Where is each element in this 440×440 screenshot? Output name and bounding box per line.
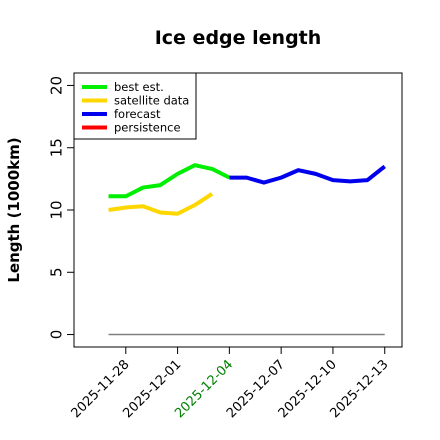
y-tick-label: 5: [47, 267, 65, 277]
plot-area: [108, 163, 386, 336]
legend-label-forecast: forecast: [114, 107, 161, 121]
legend-label-persistence: persistence: [114, 121, 181, 135]
legend: best est.satellite dataforecastpersisten…: [73, 72, 197, 140]
series-line-forecast: [229, 164, 386, 185]
y-tick-label: 10: [47, 200, 65, 219]
y-axis-label: Length (1000km): [5, 137, 23, 282]
series-line-satellite-data: [108, 192, 214, 216]
y-tick-label: 0: [47, 330, 65, 340]
legend-label-satellite-data: satellite data: [114, 94, 189, 108]
x-axis: 2025-11-282025-12-012025-12-042025-12-07…: [69, 347, 392, 421]
y-axis: 0 5 10 15 20: [47, 76, 74, 339]
y-tick-label: 15: [47, 138, 65, 157]
y-tick-label: 20: [47, 76, 65, 95]
chart-title: Ice edge length: [155, 27, 322, 49]
legend-label-best-est: best est.: [114, 80, 164, 94]
series-line-best-est: [108, 163, 231, 199]
